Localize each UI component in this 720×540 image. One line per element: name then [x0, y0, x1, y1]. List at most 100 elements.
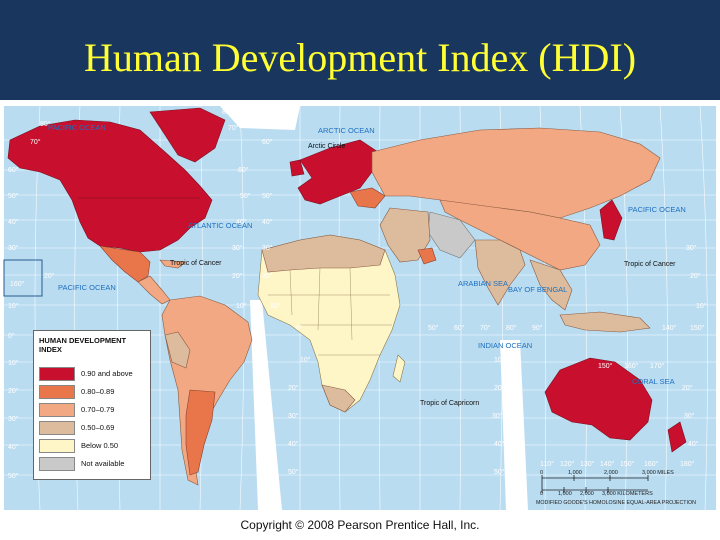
north-africa-medium [261, 234, 386, 273]
grid-label: 40° [494, 440, 505, 448]
label-tropic-of-capricorn: Tropic of Capricorn [420, 400, 479, 407]
grid-label: 40° [688, 440, 699, 448]
legend-item: Not available [39, 457, 149, 471]
world-map: PACIFIC OCEAN ARCTIC OCEAN ATLANTIC OCEA… [0, 100, 720, 510]
grid-label: 10° [300, 356, 311, 364]
eastern-europe-high [349, 187, 386, 209]
grid-label: 10° [494, 356, 505, 364]
latitude-label: 60° [8, 166, 19, 174]
ocean-label-pacific-e: PACIFIC OCEAN [628, 205, 686, 214]
grid-label: 50° [494, 468, 505, 476]
north-america-very-high [7, 119, 213, 253]
grid-label: 40° [236, 218, 247, 226]
longitude-label: 130° [580, 460, 595, 468]
grid-label: 50° [262, 192, 273, 200]
latitude-label: 20° [44, 272, 55, 280]
scale-km-1000: 1,000 [558, 491, 572, 497]
grid-label: 50° [240, 192, 251, 200]
longitude-label: 140° [662, 324, 677, 332]
legend-label: 0.50–0.69 [81, 423, 115, 432]
grid-label: 20° [232, 272, 243, 280]
label-arctic-circle: Arctic Circle [308, 143, 345, 150]
legend-label: Below 0.50 [81, 441, 119, 450]
australia [544, 357, 653, 441]
latitude-label: 50° [8, 472, 19, 480]
legend-label: 0.80–0.89 [81, 387, 115, 396]
longitude-label: 120° [560, 460, 575, 468]
latitude-label: 50° [8, 192, 19, 200]
grid-label: 10° [270, 302, 281, 310]
legend-swatch [39, 439, 75, 453]
map-scale: 0 1,000 2,000 3,000 MILES 0 1,000 2,000 … [536, 470, 714, 508]
map-canvas: PACIFIC OCEAN ARCTIC OCEAN ATLANTIC OCEA… [3, 105, 716, 510]
grid-label: 30° [232, 244, 243, 252]
grid-label: 30° [686, 244, 697, 252]
grid-label: 80° [222, 108, 233, 116]
longitude-label: 110° [540, 460, 554, 468]
longitude-label: 170° [650, 362, 665, 370]
legend-item: Below 0.50 [39, 439, 149, 453]
argentina-chile-high [185, 389, 216, 476]
copyright-notice: Copyright © 2008 Pearson Prentice Hall, … [240, 518, 480, 532]
british-isles [289, 159, 305, 177]
grid-label: 20° [690, 272, 701, 280]
latitude-label: 30° [8, 244, 19, 252]
grid-label: 30° [492, 412, 503, 420]
middle-east [379, 207, 431, 263]
legend-label: 0.70–0.79 [81, 405, 115, 414]
scale-miles-1000: 1,000 [568, 470, 582, 476]
legend-item: 0.80–0.89 [39, 385, 149, 399]
grid-label: 50° [288, 468, 299, 476]
longitude-label: 60° [454, 324, 465, 332]
longitude-label: 150° [598, 362, 613, 370]
label-tropic-of-cancer-e: Tropic of Cancer [624, 261, 676, 268]
latitude-labels-left: 80° 70° 60° 50° 40° 30° 20° 160° 10° 0° 10° 20° 30° 4… [8, 120, 55, 480]
projection-gap-atlantic [250, 300, 282, 510]
longitude-label: 150° [690, 324, 705, 332]
scale-bars [541, 475, 649, 493]
gulf-states [417, 247, 437, 265]
legend-item: 0.90 and above [39, 367, 149, 381]
longitude-label: 80° [506, 324, 517, 332]
madagascar [392, 354, 406, 383]
ocean-label-arabian-sea: ARABIAN SEA [458, 279, 508, 288]
longitude-label: 90° [532, 324, 543, 332]
grid-label: 60° [262, 138, 273, 146]
grid-label: 20° [262, 272, 273, 280]
southeast-asia [529, 259, 573, 311]
latitude-label: 20° [8, 387, 19, 395]
latitude-label: 10° [8, 302, 19, 310]
projection-note: MODIFIED GOODE'S HOMOLOSINE EQUAL-AREA P… [536, 500, 696, 506]
ocean-label-coral-sea: CORAL SEA [632, 377, 675, 386]
caribbean [159, 259, 186, 269]
longitude-label: 140° [600, 460, 615, 468]
legend-swatch [39, 457, 75, 471]
japan [599, 199, 623, 241]
latitude-label: 40° [8, 218, 19, 226]
grid-label: 70° [228, 124, 239, 132]
label-tropic-of-cancer-w: Tropic of Cancer [170, 260, 222, 267]
bolivia-peru-medium [164, 331, 191, 369]
grid-label: 10° [696, 302, 707, 310]
scale-km-3000: 3,000 KILOMETERS [602, 491, 653, 497]
grid-label: 20° [494, 384, 505, 392]
slide-title: Human Development Index (HDI) [83, 35, 637, 80]
scale-miles-0: 0 [540, 470, 544, 476]
legend-label: 0.90 and above [81, 369, 133, 378]
scale-miles-2000: 2,000 [604, 470, 618, 476]
ocean-label-atlantic: ATLANTIC OCEAN [188, 221, 252, 230]
grid-label: 40° [262, 218, 273, 226]
greenland [149, 107, 226, 163]
grid-label: 10° [236, 302, 247, 310]
longitude-label: 0° [296, 324, 303, 332]
latitude-label: 80° [40, 120, 51, 128]
grid-label: 40° [288, 440, 299, 448]
grid-label: 30° [684, 412, 695, 420]
longitude-label: 160° [644, 460, 659, 468]
indonesia [559, 311, 651, 333]
title-bar: Human Development Index (HDI) [0, 0, 720, 100]
latitude-label: 40° [8, 443, 19, 451]
latitude-label: 70° [30, 138, 41, 146]
longitude-labels: 0° 50° 60° 70° 80° 90° 140° 150° 150° 160° 170° 110… [296, 324, 705, 468]
latitude-label: 160° [10, 280, 25, 288]
